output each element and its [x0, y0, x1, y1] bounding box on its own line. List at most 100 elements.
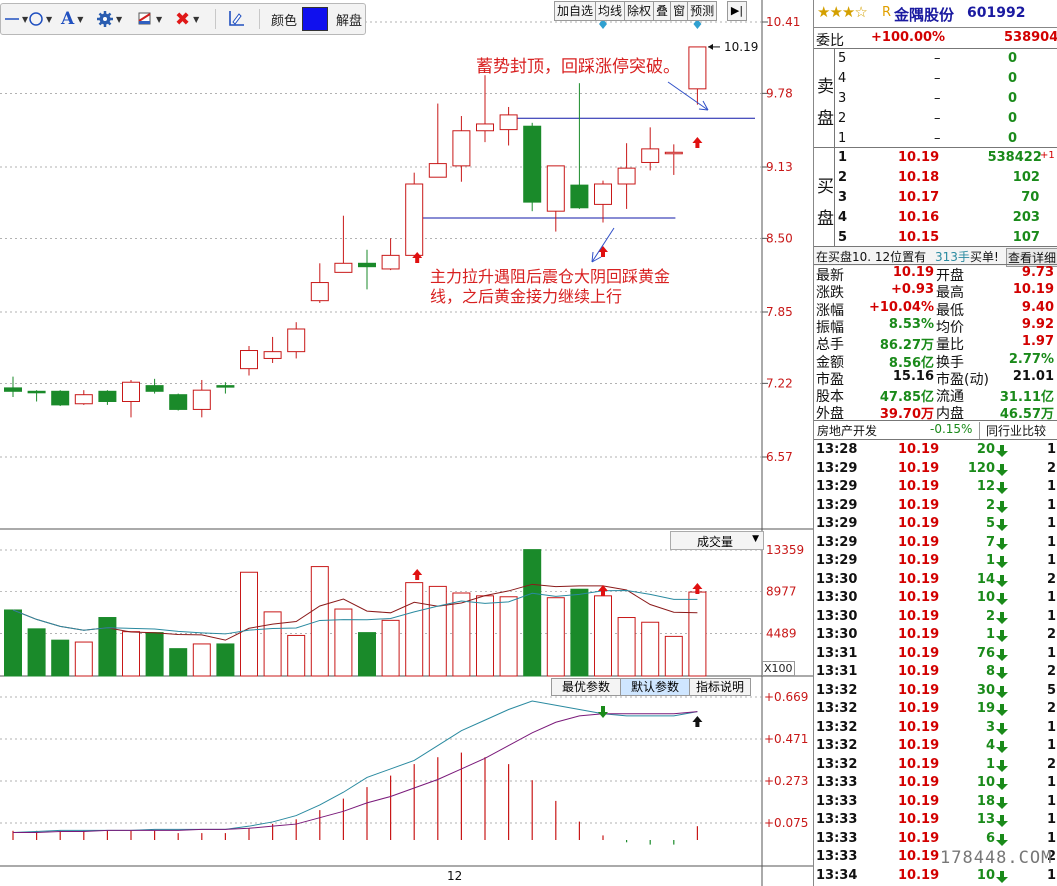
tick-price: 10.19	[898, 627, 940, 642]
volume-bar	[334, 608, 353, 677]
price-tick-label: 10.41	[766, 15, 800, 29]
volume-ma10-line	[12, 589, 698, 635]
level-number: 3	[838, 91, 847, 106]
tick-row: 13:33 10.19 2	[814, 848, 1057, 867]
down-arrow-shape	[996, 630, 1008, 642]
cursor-arrow-button[interactable]: ▶|	[727, 1, 747, 21]
volume-bar	[358, 632, 376, 677]
stat-value: 47.85亿	[879, 390, 934, 406]
stat-label: 最低	[936, 302, 964, 319]
tab-item[interactable]: 叠	[653, 1, 672, 21]
info-lots: 313手	[935, 250, 970, 264]
down-arrow-icon	[996, 611, 1008, 624]
tick-volume: 120	[967, 460, 995, 476]
pointer-arrowhead	[591, 251, 602, 263]
sector-name: 房地产开发	[817, 424, 878, 438]
text-tool-button[interactable]: A ▼	[61, 4, 83, 34]
level-volume: 203	[1012, 210, 1040, 225]
stat-label: 开盘	[936, 268, 964, 284]
indicator-buttons: 最优参数 默认参数 指标说明	[551, 678, 752, 696]
down-arrow-icon	[996, 537, 1008, 550]
order-info-bar: 在买盘10. 12位置有 313手 买单! 查看详细	[814, 247, 1057, 267]
candles-layer: 10.19	[4, 19, 758, 418]
down-arrow-shape	[996, 870, 1008, 883]
sell-level-row: 1 – 0	[814, 130, 1057, 149]
candle	[688, 46, 707, 105]
tick-price: 10.19	[898, 756, 940, 772]
ellipse-tool-button[interactable]: ▼	[29, 4, 52, 34]
tick-price: 10.19	[898, 460, 940, 476]
stat-label: 量比	[936, 337, 964, 354]
tick-volume: 1	[985, 627, 995, 642]
volume-bar	[169, 648, 188, 677]
sector-change: -0.15%	[930, 422, 973, 436]
tick-row: 13:32 10.19 4 1	[814, 737, 1057, 756]
volume-bar	[617, 617, 636, 677]
tab-item[interactable]: 加自选	[554, 1, 597, 21]
draw-panel-button[interactable]	[227, 4, 245, 34]
level-price: 10.18	[898, 170, 940, 185]
flag-button[interactable]: ▼	[137, 4, 162, 34]
down-arrow-shape	[996, 556, 1008, 568]
indicator-button[interactable]: 指标说明	[689, 678, 752, 696]
indicator-button[interactable]: 默认参数	[620, 678, 691, 696]
stat-label: 最高	[936, 285, 964, 302]
stat-value: 39.70万	[879, 407, 934, 423]
tick-volume: 5	[985, 516, 995, 531]
diamond-marker	[693, 19, 702, 29]
down-arrow-icon	[598, 706, 608, 718]
volume-bar	[310, 566, 329, 677]
level-volume: 0	[1008, 131, 1018, 146]
candle	[617, 143, 636, 209]
tab-item[interactable]: 除权	[624, 1, 655, 21]
tick-row: 13:29 10.19 7 1	[814, 534, 1057, 553]
volume-bar	[263, 611, 282, 677]
tab-item[interactable]: 窗	[670, 1, 689, 21]
price-tick-label: 6.57	[766, 450, 793, 464]
line-tool-icon	[5, 18, 19, 20]
down-arrow-icon	[996, 741, 1008, 753]
settings-button[interactable]: ▼	[97, 4, 122, 34]
kline-chart[interactable]: 10.19 10.41 9.78 9.13 8.50 7.85 7.22 6.57 13359…	[0, 0, 813, 886]
candle	[263, 336, 282, 363]
delete-button[interactable]: ✖ ▼	[175, 4, 199, 34]
down-arrow-shape	[996, 704, 1008, 716]
indicator-button[interactable]: 最优参数	[551, 678, 622, 696]
tick-row: 13:34 10.19 10 1	[814, 867, 1057, 886]
tick-row: 13:32 10.19 19 2	[814, 700, 1057, 719]
volume-tick-label: 8977	[766, 584, 797, 598]
color-picker[interactable]	[302, 4, 328, 34]
divider-line	[814, 147, 1057, 148]
unlock-button[interactable]: 解盘	[336, 13, 363, 29]
volume-selector-label: 成交量	[697, 535, 734, 549]
volume-tick-label: 4489	[766, 627, 797, 641]
down-arrow-icon	[996, 685, 1008, 698]
level-volume: 538422	[987, 150, 1042, 165]
tick-count: 2	[1047, 571, 1057, 587]
arrow-stem	[601, 591, 605, 596]
candle	[169, 393, 188, 411]
chart-area: 10.19 10.41 9.78 9.13 8.50 7.85 7.22 6.57 13359…	[0, 0, 813, 886]
macd-tick-label: +0.273	[764, 774, 808, 788]
volume-bar	[98, 617, 117, 677]
volume-selector[interactable]: 成交量 ▼	[670, 531, 764, 550]
tick-time: 13:32	[816, 738, 858, 753]
tab-item[interactable]: 预测	[687, 1, 718, 21]
tick-count: 1	[1047, 590, 1057, 605]
level-number: 1	[838, 131, 847, 146]
candle-body	[428, 163, 447, 178]
divider-line	[814, 48, 1057, 49]
tab-item[interactable]: 均线	[595, 1, 626, 21]
sell-level-row: 4 – 0	[814, 70, 1057, 89]
tick-count: 1	[1047, 830, 1057, 846]
tick-volume: 18	[976, 793, 995, 809]
tick-row: 13:33 10.19 13 1	[814, 811, 1057, 830]
industry-compare-button[interactable]: 同行业比较	[979, 422, 1046, 439]
view-detail-link[interactable]: 查看详细	[1006, 248, 1057, 267]
line-tool-button[interactable]: ▼	[5, 4, 28, 34]
arrow-head	[598, 246, 608, 252]
candle	[358, 249, 376, 290]
level-number: 3	[838, 190, 848, 205]
stat-label: 外盘	[816, 406, 844, 423]
tick-row: 13:31 10.19 8 2	[814, 663, 1057, 682]
